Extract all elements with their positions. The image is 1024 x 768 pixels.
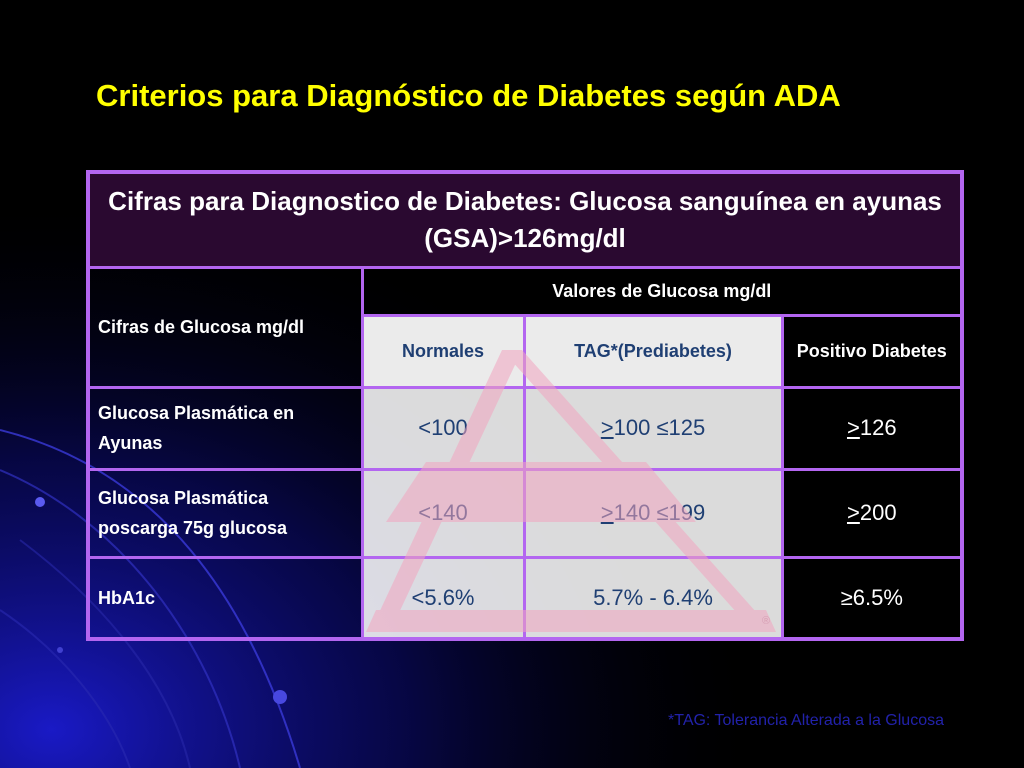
table-header: Cifras para Diagnostico de Diabetes: Glu… [86,170,964,269]
cell-normal: <140 [360,467,526,559]
footnote: *TAG: Tolerancia Alterada a la Glucosa [668,712,944,729]
ge-underline: > [600,415,614,440]
cell-tag-value: 140 ≤199 [613,500,706,525]
row-label: HbA1c [86,555,364,641]
cell-positive: ≥6.5% [780,555,964,641]
cell-normal: <100 [360,385,526,471]
table-row: Glucosa Plasmática en Ayunas <100 >100 ≤… [86,385,964,471]
row-label: Glucosa Plasmática en Ayunas [86,385,364,471]
ge-underline: > [600,500,614,525]
criteria-table-wrap: Cifras para Diagnostico de Diabetes: Glu… [86,170,965,641]
criteria-table: Cifras para Diagnostico de Diabetes: Glu… [86,170,965,641]
cell-normal: <5.6% [360,555,526,641]
ge-underline: > [846,415,860,440]
group-header: Valores de Glucosa mg/dl [360,265,964,317]
cell-tag: 5.7% - 6.4% [522,555,784,641]
col-header-positivo: Positivo Diabetes [780,313,964,389]
row-header-label: Cifras de Glucosa mg/dl [86,265,364,389]
ge-underline: > [846,500,860,525]
table-row: Glucosa Plasmática poscarga 75g glucosa … [86,467,964,559]
cell-tag: >100 ≤125 [522,385,784,471]
col-header-normales: Normales [360,313,526,389]
cell-positive-value: 200 [859,500,897,525]
col-header-tag: TAG*(Prediabetes) [522,313,784,389]
cell-tag-value: 5.7% - 6.4% [593,584,713,610]
cell-tag: >140 ≤199 [522,467,784,559]
cell-positive: >126 [780,385,964,471]
cell-tag-value: 100 ≤125 [613,415,706,440]
cell-positive-value: 126 [859,415,897,440]
row-label: Glucosa Plasmática poscarga 75g glucosa [86,467,364,559]
slide-title: Criterios para Diagnóstico de Diabetes s… [96,78,841,113]
table-row: HbA1c <5.6% 5.7% - 6.4% ≥6.5% [86,555,964,641]
cell-positive: >200 [780,467,964,559]
cell-positive-value: ≥6.5% [840,584,903,610]
